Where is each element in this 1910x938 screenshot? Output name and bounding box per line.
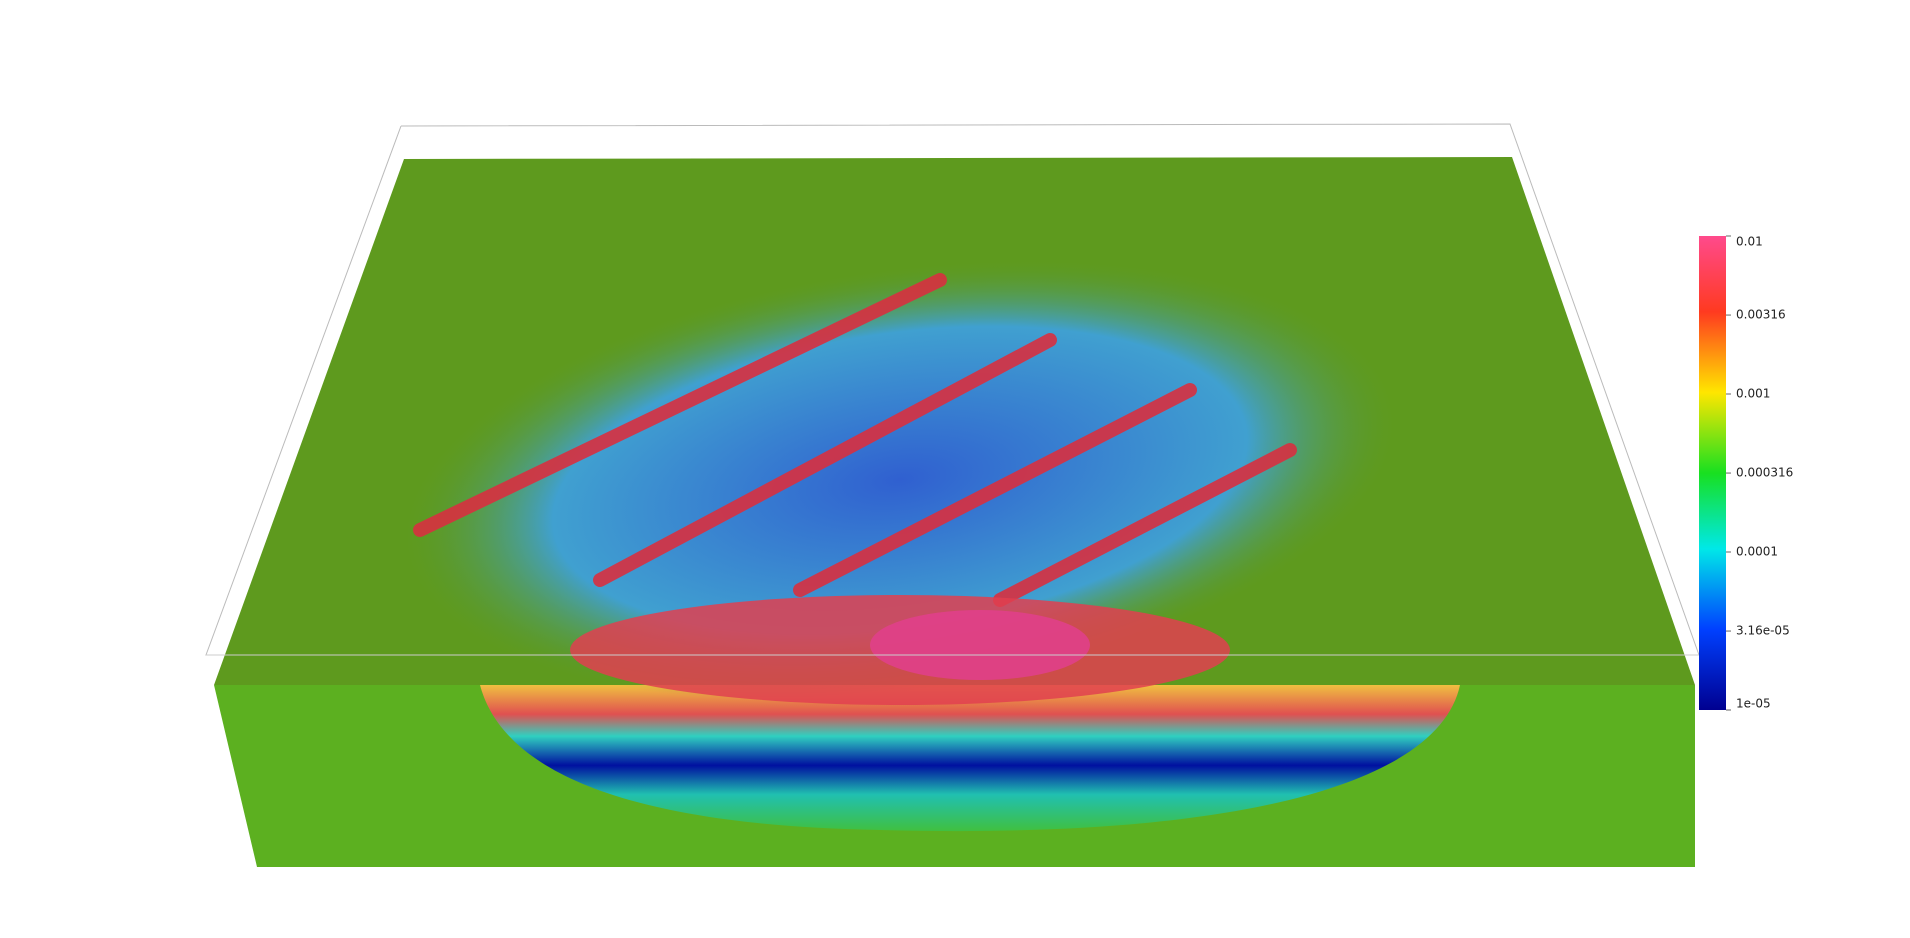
colorbar-label: 0.00316 [1736, 308, 1786, 322]
colorbar [1699, 236, 1726, 710]
hot-core [870, 610, 1090, 680]
plume-top [404, 260, 1396, 700]
colorbar-label: 1e-05 [1736, 697, 1771, 711]
front-plume [480, 685, 1460, 832]
colorbar-label: 0.0001 [1736, 545, 1778, 559]
colorbar-label: 0.000316 [1736, 466, 1793, 480]
fractures [413, 273, 1297, 607]
colorbar-label: 0.001 [1736, 387, 1770, 401]
colorbar-label: 3.16e-05 [1736, 624, 1790, 638]
colorbar-label: 0.01 [1736, 235, 1763, 249]
